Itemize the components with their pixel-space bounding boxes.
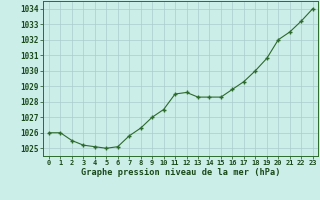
X-axis label: Graphe pression niveau de la mer (hPa): Graphe pression niveau de la mer (hPa) [81,168,281,177]
